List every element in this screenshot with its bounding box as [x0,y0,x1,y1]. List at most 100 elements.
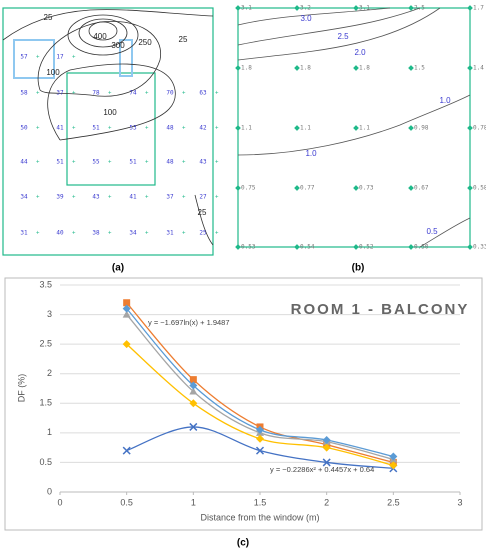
grid-point: + [215,195,219,201]
grid-point: + [72,231,76,237]
grid-value: 51 [92,125,100,132]
grid-point [235,185,241,191]
grid-point: + [36,91,40,97]
marker [322,443,331,452]
grid-point: + [145,160,149,166]
grid-point: + [215,126,219,132]
marker [389,461,398,470]
grid-value: 3.1 [359,5,370,12]
grid-point [467,125,473,131]
grid-point: + [108,195,112,201]
grid-value: 0.67 [414,185,429,192]
contour [47,63,176,141]
grid-value: 1.4 [473,65,484,72]
grid-value: 0.33 [473,244,486,251]
grid-value: 17 [56,54,64,61]
grid-value: 55 [92,159,100,166]
grid-point [467,244,473,250]
contour-label: 3.0 [300,14,312,23]
grid-value: 0.54 [300,244,315,251]
x-axis-title: Distance from the window (m) [200,512,319,522]
grid-value: 1.1 [359,125,370,132]
marker [189,422,198,431]
grid-value: 2.5 [414,5,425,12]
contour-label: 100 [103,108,117,117]
x-tick-label: 2.5 [387,497,400,507]
annotation: y = −0.2286x² + 0.4457x + 0.64 [270,465,374,474]
grid-point: + [145,195,149,201]
contour [67,14,139,56]
grid-point [467,185,473,191]
contour-label: 1.0 [439,96,451,105]
grid-value: 58 [20,90,28,97]
grid-value: 44 [20,159,28,166]
window [119,39,133,77]
contour-label: 2.0 [354,48,366,57]
grid-point [408,125,414,131]
x-tick-label: 3 [457,497,462,507]
contour [37,21,162,97]
marker [189,376,197,384]
grid-value: 37 [166,194,174,201]
grid-value: 0.78 [473,125,486,132]
grid-point: + [182,126,186,132]
grid-point [235,5,241,11]
chart-title: ROOM 1 - BALCONY [291,301,470,318]
grid-point: + [108,231,112,237]
grid-point: + [182,231,186,237]
y-axis-title: DF (%) [16,374,26,403]
grid-value: 38 [92,230,100,237]
contour [194,194,214,246]
grid-value: 0.75 [241,185,256,192]
grid-value: 43 [92,194,100,201]
marker [122,304,131,313]
grid-value: 42 [199,125,207,132]
grid-point: + [36,231,40,237]
grid-point: + [215,160,219,166]
x-tick-label: 0.5 [120,497,133,507]
grid-value: 3.1 [241,5,252,12]
grid-point [408,5,414,11]
grid-point [353,5,359,11]
grid-point: + [36,55,40,61]
contour-label: 2.5 [337,32,349,41]
grid-point: + [72,160,76,166]
x-tick-label: 1 [191,497,196,507]
grid-point [235,244,241,250]
grid-value: 31 [166,230,174,237]
grid-point: + [72,55,76,61]
grid-point [353,185,359,191]
grid-point: + [72,91,76,97]
marker [123,299,131,307]
grid-point [235,65,241,71]
marker [256,425,264,434]
grid-point: + [36,126,40,132]
caption: (c) [237,538,249,549]
grid-point: + [108,160,112,166]
marker [322,435,331,444]
y-tick-label: 1.5 [39,398,52,408]
contour [88,21,118,41]
y-tick-label: 0 [47,486,52,496]
grid-point: + [145,126,149,132]
contour-label: 0.5 [426,227,438,236]
grid-point: + [108,126,112,132]
grid-value: 70 [166,90,174,97]
contour-label: 300 [111,41,125,50]
grid-value: 43 [199,159,207,166]
grid-value: 1.7 [473,5,484,12]
annotation: y = −1.697ln(x) + 1.9487 [148,318,230,327]
grid-point [408,185,414,191]
grid-value: 1.8 [300,65,311,72]
contour [419,217,471,248]
grid-value: 53 [129,125,137,132]
grid-value: 50 [20,125,28,132]
grid-value: 51 [56,159,64,166]
grid-value: 0.58 [473,185,486,192]
contour-label: 250 [138,38,152,47]
marker [255,446,265,455]
grid-value: 48 [166,159,174,166]
grid-value: 48 [166,125,174,132]
grid-point: + [145,91,149,97]
